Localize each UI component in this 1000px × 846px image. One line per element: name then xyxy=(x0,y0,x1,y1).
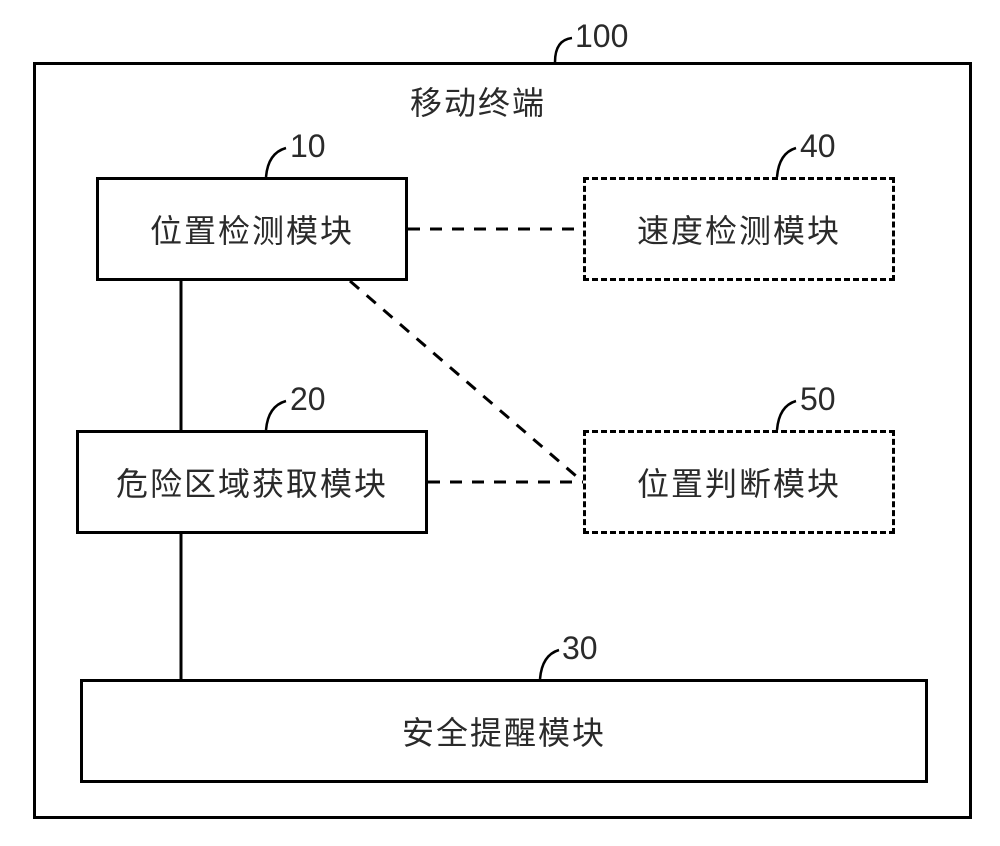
label-10: 10 xyxy=(290,128,326,165)
box-text: 安全提醒模块 xyxy=(402,708,606,754)
box-position-detection: 位置检测模块 xyxy=(96,177,408,281)
label-50: 50 xyxy=(800,381,836,418)
box-text: 危险区域获取模块 xyxy=(116,459,388,505)
diagram-title: 移动终端 xyxy=(410,78,546,124)
box-safety-reminder: 安全提醒模块 xyxy=(80,679,928,783)
label-100: 100 xyxy=(575,18,628,55)
box-position-judgment: 位置判断模块 xyxy=(583,430,895,534)
label-40: 40 xyxy=(800,128,836,165)
box-speed-detection: 速度检测模块 xyxy=(583,177,895,281)
label-20: 20 xyxy=(290,381,326,418)
label-30: 30 xyxy=(562,630,598,667)
box-text: 位置检测模块 xyxy=(150,206,354,252)
box-text: 速度检测模块 xyxy=(637,206,841,252)
box-danger-zone-acquisition: 危险区域获取模块 xyxy=(76,430,428,534)
box-text: 位置判断模块 xyxy=(637,459,841,505)
